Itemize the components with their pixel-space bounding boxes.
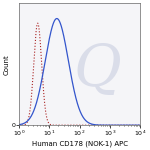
Y-axis label: Count: Count — [3, 54, 9, 75]
Text: Q: Q — [74, 42, 122, 99]
X-axis label: Human CD178 (NOK-1) APC: Human CD178 (NOK-1) APC — [32, 140, 128, 147]
